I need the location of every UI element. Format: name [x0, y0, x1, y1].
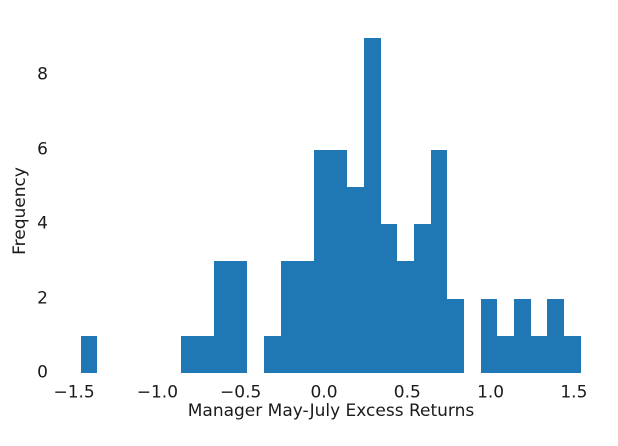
histogram-bar — [230, 261, 248, 373]
y-tick-label: 6 — [37, 139, 48, 159]
histogram-bar — [347, 186, 364, 373]
y-tick-label: 4 — [37, 213, 48, 234]
y-tick-label: 8 — [37, 64, 48, 85]
histogram-bar — [480, 298, 498, 373]
histogram-bar — [280, 261, 298, 373]
histogram-bar — [513, 298, 531, 373]
histogram-bar — [264, 335, 281, 373]
x-tick-label: 1.0 — [477, 382, 505, 403]
y-tick-label: 0 — [37, 362, 48, 383]
y-axis-label: Frequency — [10, 167, 30, 255]
x-axis-label: Manager May-July Excess Returns — [187, 401, 475, 421]
x-tick-label: −1.5 — [53, 382, 95, 403]
histogram-bar — [197, 335, 215, 373]
histogram-bar — [447, 298, 464, 373]
histogram-bar — [180, 335, 198, 373]
histogram-bar — [430, 149, 448, 373]
histogram-bar — [297, 261, 314, 373]
x-tick-label: 0.0 — [310, 382, 338, 403]
histogram-bar — [214, 261, 231, 373]
histogram-bar — [530, 335, 548, 373]
histogram-bar — [363, 37, 381, 373]
y-tick-label: 2 — [37, 288, 48, 308]
x-tick-label: 1.5 — [560, 382, 588, 403]
histogram-bar — [413, 224, 431, 373]
x-tick-label: −1.0 — [136, 382, 179, 403]
x-tick-label: −0.5 — [220, 382, 262, 403]
histogram-bar — [547, 298, 564, 373]
x-tick-label: 0.5 — [393, 382, 421, 403]
histogram-bar — [314, 149, 331, 373]
histogram-bar — [563, 335, 581, 373]
histogram-bar — [330, 149, 348, 373]
histogram-bar — [80, 335, 98, 373]
histogram-bar — [397, 261, 414, 373]
histogram-bar — [497, 335, 514, 373]
histogram-bar — [380, 224, 398, 373]
